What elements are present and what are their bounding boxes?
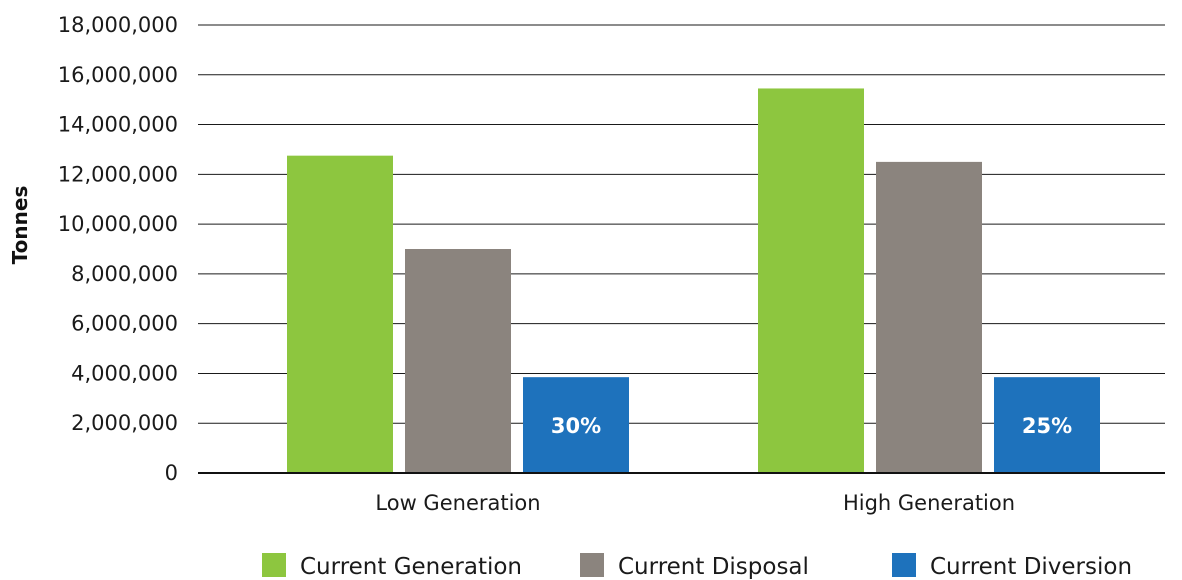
bar-current-generation <box>758 88 864 473</box>
bars: 30% 25% <box>287 88 1100 473</box>
bar-current-generation <box>287 155 393 473</box>
y-tick-label: 8,000,000 <box>71 262 178 286</box>
y-tick-label: 12,000,000 <box>58 162 178 186</box>
bar-current-disposal <box>876 161 982 473</box>
y-axis-ticks: 0 2,000,000 4,000,000 6,000,000 8,000,000 10,… <box>58 13 178 485</box>
legend-swatch <box>580 553 604 577</box>
y-tick-label: 16,000,000 <box>58 63 178 87</box>
y-tick-label: 0 <box>165 461 178 485</box>
y-axis-label: Tonnes <box>8 186 32 265</box>
legend-item: Current Disposal <box>580 553 809 580</box>
x-category-label: Low Generation <box>375 491 540 515</box>
y-tick-label: 14,000,000 <box>58 113 178 137</box>
y-tick-label: 18,000,000 <box>58 13 178 37</box>
legend-swatch <box>262 553 286 577</box>
legend-label: Current Generation <box>300 554 522 580</box>
legend-swatch <box>892 553 916 577</box>
x-axis-categories: Low Generation High Generation <box>375 491 1015 515</box>
legend: Current Generation Current Disposal Curren… <box>262 553 1132 580</box>
bar-current-diversion <box>523 377 629 473</box>
legend-label: Current Diversion <box>930 554 1132 580</box>
legend-item: Current Diversion <box>892 553 1132 580</box>
bar-current-diversion <box>994 377 1100 473</box>
bar-data-label: 25% <box>1022 414 1072 438</box>
y-tick-label: 2,000,000 <box>71 411 178 435</box>
x-category-label: High Generation <box>843 491 1015 515</box>
legend-label: Current Disposal <box>618 554 809 580</box>
bar-current-disposal <box>405 249 511 473</box>
y-tick-label: 10,000,000 <box>58 212 178 236</box>
bar-data-label: 30% <box>551 414 601 438</box>
y-tick-label: 6,000,000 <box>71 312 178 336</box>
y-tick-label: 4,000,000 <box>71 361 178 385</box>
legend-item: Current Generation <box>262 553 522 580</box>
